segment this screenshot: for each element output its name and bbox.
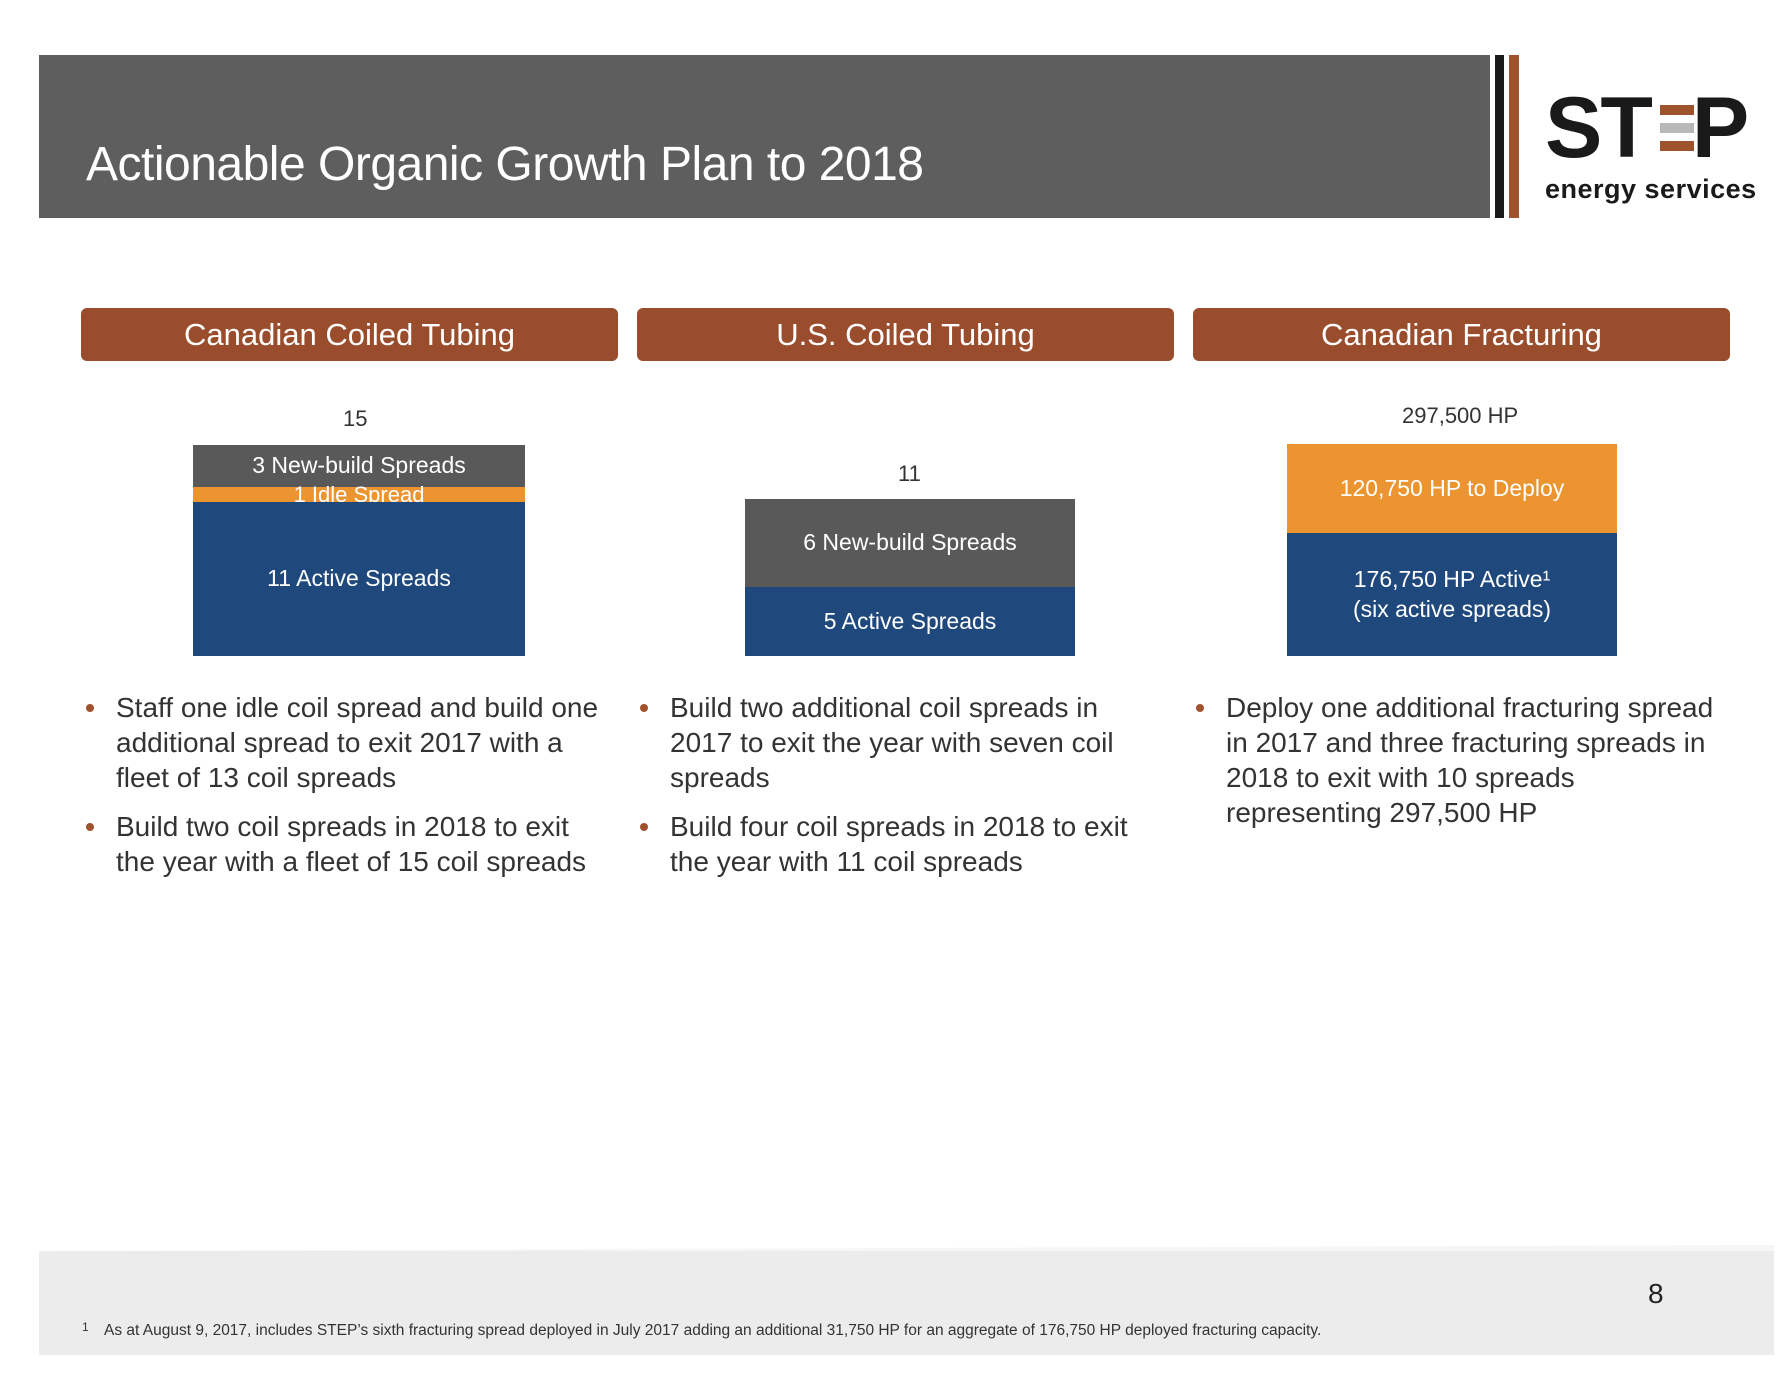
page-number: 8 <box>1648 1278 1664 1309</box>
bullets-us-coiled-tubing: Build two additional coil spreads in 201… <box>640 690 1160 893</box>
bullet-dot-icon <box>86 704 94 712</box>
bullet-dot-icon <box>640 823 648 831</box>
logo-e-icon <box>1660 105 1694 151</box>
bullet-item: Build two additional coil spreads in 201… <box>640 690 1160 795</box>
segment-active: 5 Active Spreads <box>745 587 1075 656</box>
segment-active-label: 176,750 HP Active¹ <box>1353 565 1551 592</box>
bullet-item: Deploy one additional fracturing spread … <box>1196 690 1716 830</box>
header-us-coiled-tubing: U.S. Coiled Tubing <box>637 308 1174 361</box>
total-canadian-fracturing: 297,500 HP <box>1402 403 1519 428</box>
title-bar <box>39 55 1490 218</box>
logo-stripe-dark <box>1495 55 1504 218</box>
footer-band <box>39 1245 1774 1355</box>
bullet-dot-icon <box>1196 704 1204 712</box>
segment-new-build: 6 New-build Spreads <box>745 499 1075 587</box>
bullet-item: Staff one idle coil spread and build one… <box>86 690 606 795</box>
footnote-marker: 1 <box>82 1320 89 1334</box>
logo-wordmark: ST P energy services <box>1545 80 1756 215</box>
segment-active: 11 Active Spreads <box>193 502 525 656</box>
segment-active-sublabel: (six active spreads) <box>1352 595 1552 622</box>
logo-letters: ST P <box>1545 80 1749 176</box>
total-us-coiled-tubing: 11 <box>898 461 921 486</box>
header-canadian-fracturing: Canadian Fracturing <box>1193 308 1730 361</box>
logo-subtitle: energy services <box>1545 174 1757 204</box>
step-logo: ST P energy services <box>1495 55 1765 218</box>
bullets-canadian-coiled-tubing: Staff one idle coil spread and build one… <box>86 690 606 893</box>
segment-new-build: 3 New-build Spreads <box>193 445 525 487</box>
bullet-dot-icon <box>640 704 648 712</box>
bullets-canadian-fracturing: Deploy one additional fracturing spread … <box>1196 690 1716 844</box>
logo-stripe-brown <box>1509 55 1519 218</box>
footnote: As at August 9, 2017, includes STEP’s si… <box>104 1322 1322 1339</box>
segment-active: 176,750 HP Active¹ (six active spreads) <box>1287 533 1617 656</box>
bullet-item: Build four coil spreads in 2018 to exit … <box>640 809 1160 879</box>
page-title: Actionable Organic Growth Plan to 2018 <box>86 138 924 191</box>
bullet-dot-icon <box>86 823 94 831</box>
segment-to-deploy: 120,750 HP to Deploy <box>1287 444 1617 533</box>
total-canadian-coiled-tubing: 15 <box>343 406 368 431</box>
segment-idle: 1 Idle Spread <box>193 482 525 507</box>
bullet-item: Build two coil spreads in 2018 to exit t… <box>86 809 606 879</box>
header-canadian-coiled-tubing: Canadian Coiled Tubing <box>81 308 618 361</box>
